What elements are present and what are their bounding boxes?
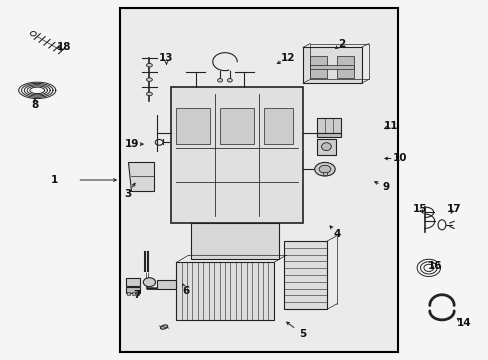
Bar: [171, 87, 303, 223]
Text: 2: 2: [338, 39, 345, 49]
Bar: [120, 8, 397, 352]
Ellipse shape: [146, 92, 152, 96]
Text: 19: 19: [125, 139, 139, 149]
Ellipse shape: [146, 78, 152, 81]
Bar: [126, 278, 140, 286]
Text: 17: 17: [446, 204, 461, 214]
Ellipse shape: [321, 143, 330, 150]
Text: 16: 16: [427, 261, 441, 271]
Text: 3: 3: [123, 189, 131, 199]
Bar: [310, 44, 368, 80]
Bar: [316, 139, 335, 155]
Ellipse shape: [217, 78, 222, 82]
Text: 12: 12: [281, 53, 295, 63]
Text: 7: 7: [133, 290, 141, 300]
Bar: [316, 134, 340, 137]
Text: 15: 15: [412, 204, 427, 214]
Text: 1: 1: [51, 175, 58, 185]
Bar: [283, 241, 327, 309]
Text: 4: 4: [333, 229, 340, 239]
Bar: [176, 262, 273, 320]
Ellipse shape: [319, 165, 330, 173]
Ellipse shape: [227, 78, 232, 82]
Text: 9: 9: [382, 182, 388, 192]
Ellipse shape: [143, 278, 155, 287]
Bar: [176, 108, 210, 144]
Text: 8: 8: [31, 100, 39, 110]
Text: 5: 5: [299, 329, 306, 339]
Text: 10: 10: [392, 153, 407, 163]
Ellipse shape: [146, 63, 152, 67]
Bar: [220, 108, 254, 144]
Text: 13: 13: [159, 53, 173, 63]
Polygon shape: [190, 223, 278, 259]
Bar: [132, 292, 135, 295]
Text: 18: 18: [57, 42, 71, 52]
Bar: [136, 292, 139, 295]
Text: 6: 6: [182, 286, 189, 296]
Ellipse shape: [314, 162, 334, 176]
Bar: [310, 65, 353, 69]
Bar: [303, 47, 361, 83]
Bar: [336, 56, 353, 78]
Bar: [322, 172, 327, 175]
Polygon shape: [128, 162, 154, 191]
Bar: [157, 280, 176, 289]
Bar: [126, 287, 140, 293]
Bar: [310, 56, 327, 78]
Ellipse shape: [160, 325, 167, 329]
Bar: [264, 108, 293, 144]
Text: 14: 14: [456, 319, 470, 328]
Bar: [127, 292, 130, 295]
Bar: [316, 118, 340, 134]
Text: 11: 11: [383, 121, 397, 131]
